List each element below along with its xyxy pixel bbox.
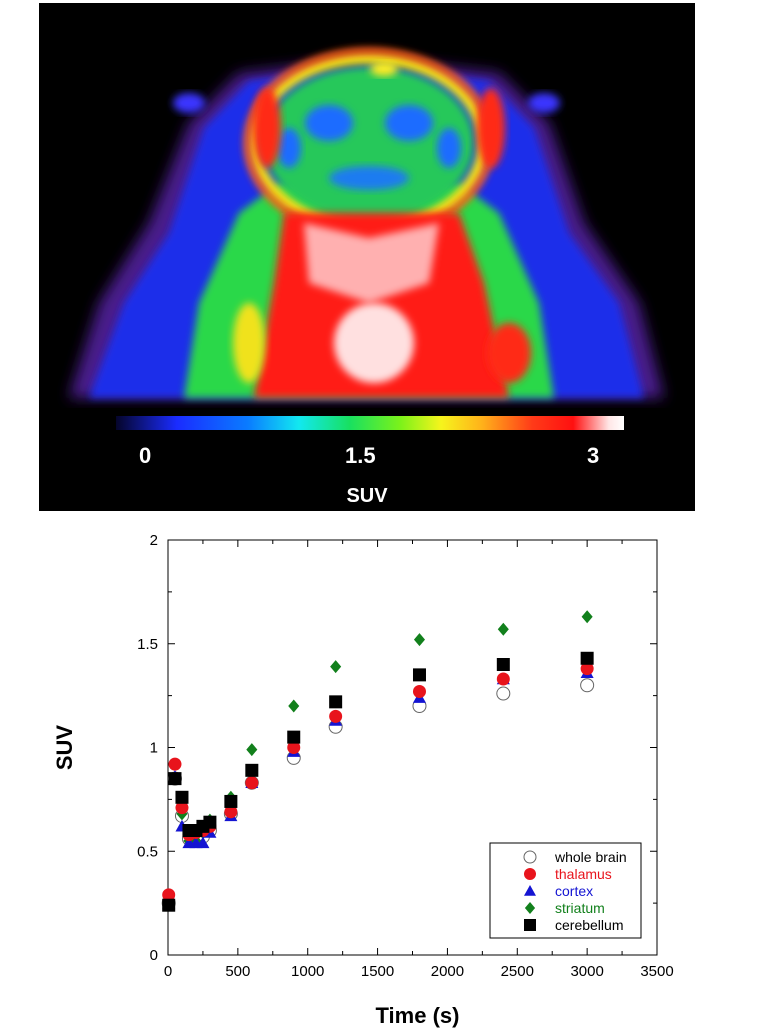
suv-time-chart: 0 500 1000 1500 2000 2500 3000 3500 0 0.5 1 1.5 2 Tim… [52, 532, 674, 1028]
data-point [168, 772, 182, 786]
data-point [329, 709, 343, 723]
legend-marker [523, 850, 537, 864]
data-point [175, 790, 189, 804]
data-point [203, 815, 217, 829]
data-point [581, 610, 593, 624]
data-point [287, 741, 301, 754]
data-point [246, 743, 258, 757]
pet-image-panel: 0 1.5 3 SUV [39, 3, 695, 511]
data-point [497, 622, 509, 636]
y-tick-label: 1 [150, 740, 158, 757]
data-point [330, 660, 342, 674]
data-point [580, 651, 594, 665]
x-tick-label: 1500 [361, 963, 394, 980]
data-point [224, 794, 238, 808]
x-tick-label: 500 [225, 963, 250, 980]
data-point [412, 684, 426, 698]
colorbar-tick-max: 3 [587, 443, 600, 468]
legend-label: cortex [555, 883, 593, 899]
x-axis-label: Time (s) [376, 1003, 460, 1028]
x-tick-label: 3500 [640, 963, 673, 980]
legend-marker [524, 885, 536, 896]
legend-label: striatum [555, 900, 605, 916]
legend-marker [524, 919, 536, 931]
colorbar-tick-mid: 1.5 [345, 443, 376, 468]
colorbar-label: SUV [346, 485, 388, 507]
data-point [496, 686, 511, 701]
data-point [412, 668, 426, 682]
x-tick-label: 2500 [501, 963, 534, 980]
data-point [168, 757, 182, 771]
legend-label: thalamus [555, 866, 612, 882]
colorbar-tick-min: 0 [139, 443, 152, 468]
data-marks [161, 610, 595, 912]
data-point [175, 801, 189, 815]
legend: whole brainthalamuscortexstriatumcerebel… [489, 842, 642, 939]
data-point [162, 898, 176, 912]
x-tick-label: 0 [164, 963, 172, 980]
data-point [287, 730, 301, 744]
data-point [580, 662, 594, 676]
data-point [196, 836, 210, 849]
data-point [288, 699, 300, 713]
y-tick-label: 0.5 [137, 843, 158, 860]
plot-axes: 0 500 1000 1500 2000 2500 3000 3500 0 0.5 1 1.5 2 Tim… [52, 532, 674, 1028]
x-tick-label: 2000 [431, 963, 464, 980]
legend-marker [524, 902, 536, 914]
data-point [162, 888, 176, 902]
series-cerebellum [162, 651, 594, 912]
legend-label: whole brain [554, 849, 627, 865]
data-point [245, 776, 259, 790]
y-tick-label: 2 [150, 532, 158, 549]
y-axis-label: SUV [52, 725, 77, 771]
data-point [413, 633, 426, 647]
y-tick-label: 0 [150, 947, 158, 964]
data-point [329, 695, 343, 709]
legend-label: cerebellum [555, 917, 623, 933]
x-tick-label: 1000 [291, 963, 324, 980]
data-point [580, 678, 595, 693]
data-point [496, 672, 510, 686]
pet-brain-image [39, 3, 695, 408]
data-point [496, 658, 510, 671]
data-point [224, 805, 238, 819]
data-point [245, 763, 259, 777]
x-tick-label: 3000 [570, 963, 603, 980]
colorbar [116, 416, 624, 430]
y-tick-label: 1.5 [137, 636, 158, 653]
legend-box [489, 842, 642, 939]
legend-marker [524, 868, 536, 880]
